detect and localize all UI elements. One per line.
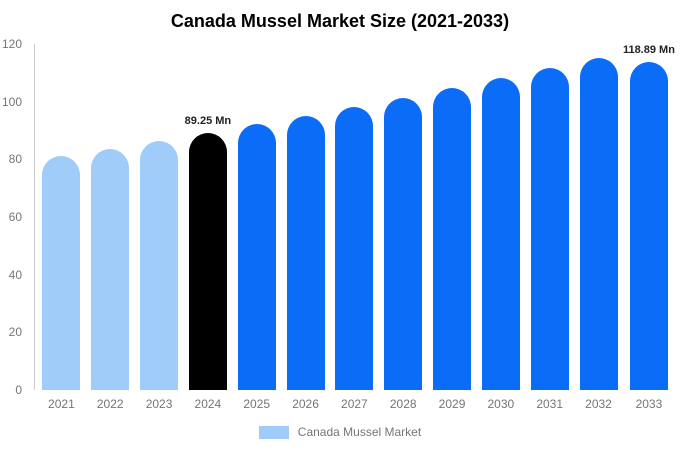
bar-2030 [481,78,520,390]
bar-column: 118.89 Mn 2033 [622,44,675,411]
y-tick-label: 20 [8,325,22,340]
bar-value-label: 118.89 Mn [622,44,675,56]
bar-column: 89.25 Mn 2024 [183,44,232,411]
bar-2028 [384,97,423,390]
bar-column: 2029 [428,44,477,411]
bar-column: 2027 [330,44,379,411]
bars-container: 2021 2022 2023 89.25 Mn 2024 2025 2026 2027 2028… [37,44,675,411]
bar-2032 [579,57,618,390]
bar-column: 2023 [135,44,184,411]
legend-label: Canada Mussel Market [297,425,422,439]
x-axis-label: 2022 [96,397,124,411]
y-tick-label: 0 [15,383,22,397]
bar-column: 2025 [232,44,281,411]
bar-column: 2031 [525,44,574,411]
bar-2031 [530,68,569,390]
bar-2033 [629,62,668,390]
x-axis-label: 2027 [341,397,368,411]
legend: Canada Mussel Market [0,425,680,439]
y-tick-label: 100 [1,94,22,109]
bar-column: 2028 [379,44,428,411]
bar-2026 [286,115,325,390]
x-axis-label: 2026 [292,397,319,411]
y-axis: 0 20 40 60 80 100 120 [0,38,30,396]
legend-swatch [258,425,289,439]
bar-2027 [335,106,374,390]
x-axis-label: 2028 [389,397,417,411]
bar-column: 2030 [476,44,525,411]
chart-title: Canada Mussel Market Size (2021-2033) [170,11,510,31]
x-axis-label: 2033 [635,397,663,411]
y-axis-line [34,44,35,390]
x-axis-label: 2024 [194,397,222,411]
y-tick-label: 80 [8,152,22,167]
bar-column: 2032 [574,44,623,411]
bar-column: 2021 [37,44,86,411]
x-axis-label: 2030 [487,397,515,411]
bar-2022 [91,148,130,390]
x-axis-label: 2023 [145,397,173,411]
y-tick-label: 120 [1,37,22,51]
y-tick-label: 40 [8,267,22,282]
bar-2025 [237,124,276,390]
x-axis-label: 2031 [536,397,564,411]
plot-area: 2021 2022 2023 89.25 Mn 2024 2025 2026 2027 2028… [37,44,675,411]
bar-value-label: 89.25 Mn [184,114,232,127]
x-axis-label: 2021 [48,397,75,411]
bar-2021 [42,156,81,390]
y-tick-label: 60 [8,210,22,224]
bar-column: 2026 [281,44,330,411]
bar-2023 [140,140,179,390]
x-axis-label: 2029 [438,397,466,411]
x-axis-label: 2032 [585,397,612,411]
x-axis-label: 2025 [243,397,271,411]
bar-2029 [433,88,472,390]
bar-2024 [188,132,227,390]
bar-column: 2022 [86,44,135,411]
